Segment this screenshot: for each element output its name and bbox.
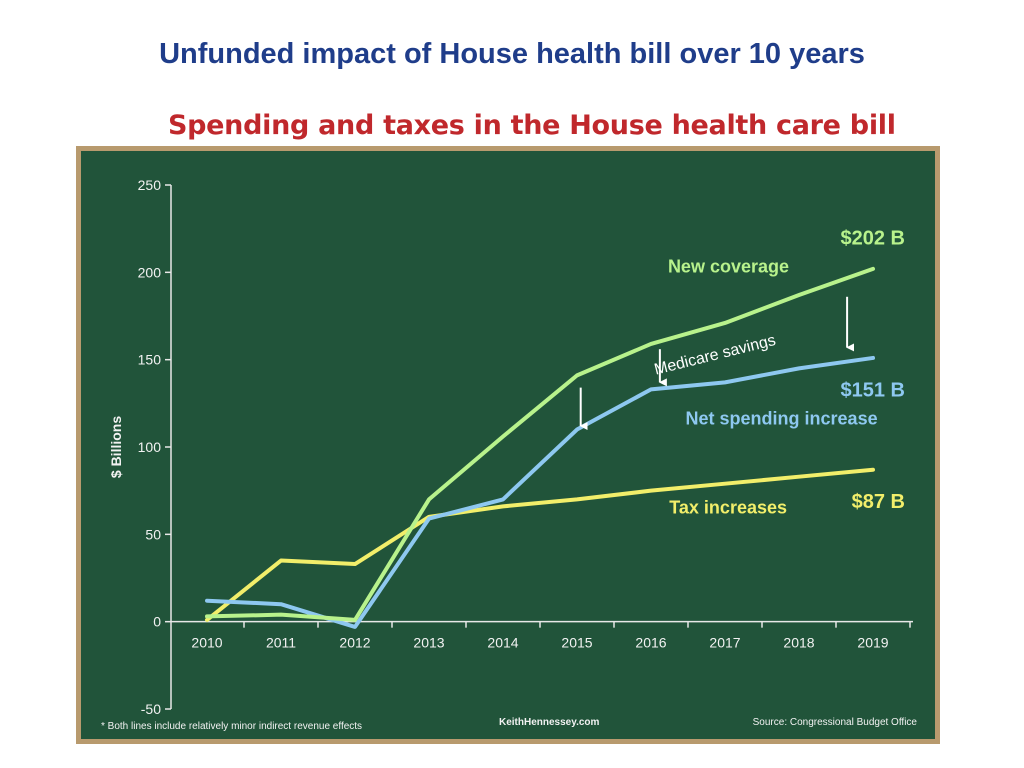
chart-footer: * Both lines include relatively minor in… — [101, 717, 917, 732]
series-name-label: Tax increases — [669, 497, 787, 517]
y-axis-label: $ Billions — [108, 416, 124, 478]
chart-title: Spending and taxes in the House health c… — [168, 110, 896, 141]
series-end-value-label: $151 B — [841, 379, 906, 401]
line-chart: -50 0 50 100 150 200 250 2010 2011 2012 2013 2014 20… — [101, 177, 917, 732]
y-tick-label: 50 — [145, 526, 161, 542]
x-tick-label: 2017 — [709, 635, 740, 651]
footnote: * Both lines include relatively minor in… — [101, 721, 362, 732]
series-line-new-coverage — [205, 266, 875, 622]
x-tick-label: 2018 — [783, 635, 814, 651]
y-tick-label: 150 — [138, 352, 162, 368]
x-tick-label: 2014 — [487, 635, 518, 651]
x-tick-label: 2010 — [191, 635, 222, 651]
series-end-value-label: $87 B — [852, 491, 905, 513]
slide-title: Unfunded impact of House health bill ove… — [159, 38, 865, 70]
series-lines — [205, 266, 875, 629]
chalkboard-frame: -50 0 50 100 150 200 250 2010 2011 2012 2013 2014 20… — [76, 146, 940, 744]
y-tick-label: 250 — [138, 177, 162, 193]
y-tick-label: 200 — [138, 264, 162, 280]
series-name-label: New coverage — [668, 256, 789, 276]
x-tick-label: 2016 — [635, 635, 666, 651]
series-line-net-spending-increase — [205, 355, 875, 629]
x-tick-label: 2013 — [413, 635, 444, 651]
x-tick-label: 2012 — [339, 635, 370, 651]
credit-text: KeithHennessey.com — [499, 717, 600, 728]
x-tick-label: 2015 — [561, 635, 592, 651]
series-name-label: Net spending increase — [686, 408, 878, 428]
series-end-value-label: $202 B — [841, 227, 906, 249]
y-tick-label: 0 — [153, 614, 161, 630]
x-tick-label: 2011 — [266, 635, 296, 651]
source-text: Source: Congressional Budget Office — [753, 717, 918, 728]
y-tick-label: 100 — [138, 439, 162, 455]
series-labels: New coverage Net spending increase Tax inc… — [668, 227, 905, 517]
x-tick-label: 2019 — [857, 635, 888, 651]
series-line-tax-increases — [205, 467, 875, 622]
axes: -50 0 50 100 150 200 250 2010 2011 2012 2013 2014 20… — [108, 177, 913, 717]
chart-area: -50 0 50 100 150 200 250 2010 2011 2012 2013 2014 20… — [81, 151, 935, 739]
y-tick-label: -50 — [141, 701, 161, 717]
